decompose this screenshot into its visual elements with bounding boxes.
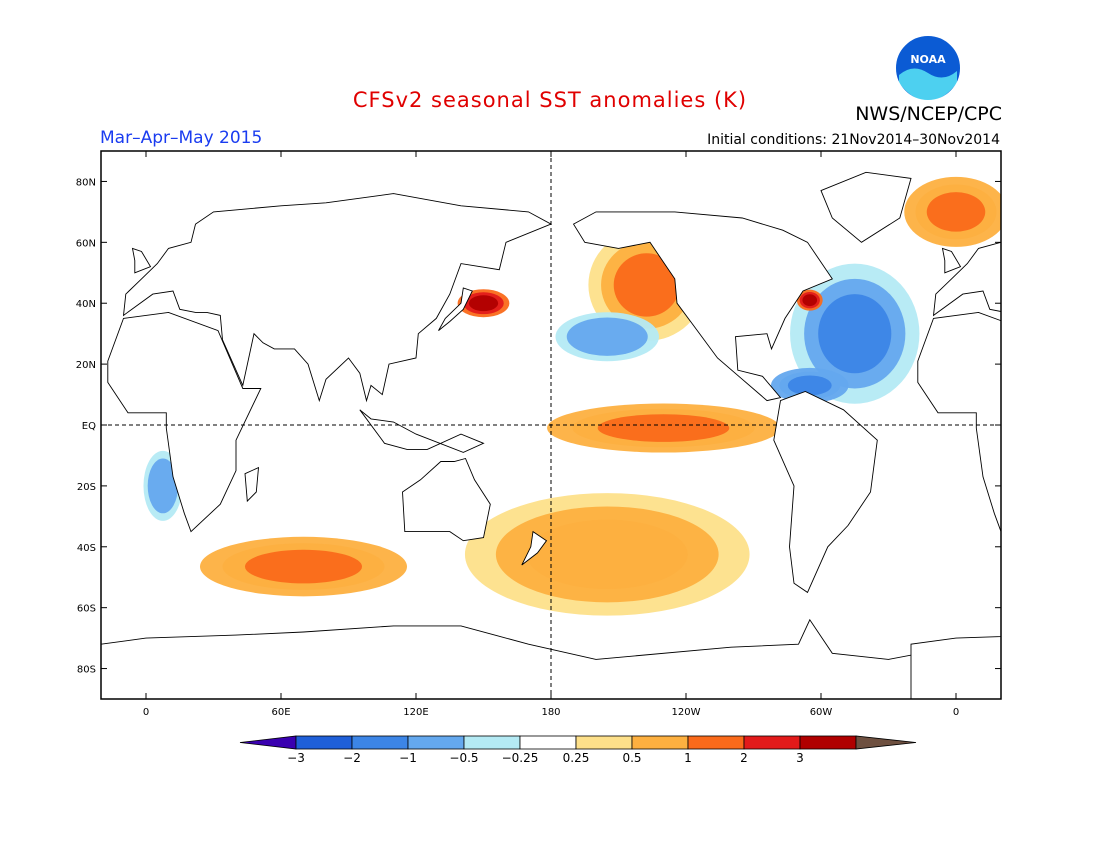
lat-tick-label: 60N (76, 238, 96, 249)
lat-tick-label: EQ (82, 421, 96, 432)
colorbar-label: −0.5 (449, 751, 478, 765)
anomaly-patch (526, 519, 688, 590)
lon-tick-label: 180 (541, 707, 560, 718)
anomaly-patch (926, 192, 986, 232)
colorbar-label: 3 (796, 751, 804, 765)
land-madagascar (1055, 468, 1069, 502)
colorbar-label: 0.5 (622, 751, 641, 765)
anomaly-field (143, 176, 1001, 616)
lon-tick-label: 0 (143, 707, 149, 718)
anomaly-patch (468, 295, 499, 312)
logo-text: NOAA (910, 53, 946, 66)
lon-tick-label: 60E (271, 707, 290, 718)
land-indonesia (359, 409, 485, 453)
anomaly-patch (613, 253, 680, 317)
colorbar-segment (295, 735, 353, 750)
land-new-zealand (521, 530, 548, 566)
colorbar-label: 0.25 (563, 751, 590, 765)
season-label: Mar–Apr–May 2015 (100, 128, 263, 148)
land-japan (438, 287, 473, 331)
land-north-america (572, 211, 833, 402)
colorbar-segment (463, 735, 521, 750)
land-eurasia (122, 193, 553, 403)
anomaly-patch (818, 294, 892, 374)
land-madagascar (244, 466, 260, 503)
initial-conditions-label: Initial conditions: 21Nov2014–30Nov2014 (707, 132, 1000, 148)
anomaly-patch (802, 294, 818, 307)
continent-outlines (101, 171, 1069, 699)
lon-tick-label: 0 (953, 707, 959, 718)
colorbar-label: −2 (343, 751, 361, 765)
land-uk (941, 247, 962, 274)
colorbar-segment (743, 735, 801, 750)
lon-tick-label: 120W (672, 707, 701, 718)
lat-tick-label: 20S (77, 482, 96, 493)
colorbar-end-low (239, 735, 297, 750)
colorbar-label: −1 (399, 751, 417, 765)
anomaly-patch (566, 317, 648, 356)
anomaly-patch (597, 414, 730, 442)
lat-tick-label: 40S (77, 543, 96, 554)
colorbar-label: 2 (740, 751, 748, 765)
land-antarctica (910, 636, 1001, 699)
colorbar-segment (631, 735, 689, 750)
lat-tick-label: 80S (77, 665, 96, 676)
lat-tick-label: 40N (76, 299, 96, 310)
lon-tick-label: 120E (403, 707, 428, 718)
agency-label: NWS/NCEP/CPC (855, 103, 1002, 125)
noaa-logo-icon: NOAA (894, 34, 962, 102)
lat-tick-label: 80N (76, 177, 96, 188)
axis-ticks: 80N 60N 40N 20N EQ 20S 40S 60S 80S 0 60E 120E 180 120… (76, 151, 1001, 718)
lat-tick-label: 20N (76, 360, 96, 371)
colorbar-segment (519, 735, 577, 750)
lon-tick-label: 60W (810, 707, 833, 718)
lat-tick-label: 60S (77, 604, 96, 615)
anomaly-patch (787, 375, 832, 396)
colorbar-segment (407, 735, 465, 750)
land-africa (107, 311, 262, 533)
land-greenland (820, 171, 912, 243)
colorbar-segment (799, 735, 857, 750)
colorbar-segment (687, 735, 745, 750)
land-eurasia (932, 240, 1001, 317)
colorbar-segment (575, 735, 633, 750)
colorbar-label: 1 (684, 751, 692, 765)
land-australia (402, 457, 491, 542)
chart-title: CFSv2 seasonal SST anomalies (K) (352, 88, 748, 112)
colorbar-label: −3 (287, 751, 305, 765)
colorbar-end-high (855, 735, 917, 750)
land-south-america (773, 391, 878, 594)
anomaly-patch (245, 549, 362, 584)
colorbar: −3 −2 −1 −0.5 −0.25 0.25 0.5 1 2 3 (239, 735, 917, 765)
land-africa (917, 311, 1001, 533)
colorbar-segment (351, 735, 409, 750)
land-uk (131, 247, 152, 274)
colorbar-label: −0.25 (502, 751, 539, 765)
anomaly-patch (147, 458, 179, 514)
